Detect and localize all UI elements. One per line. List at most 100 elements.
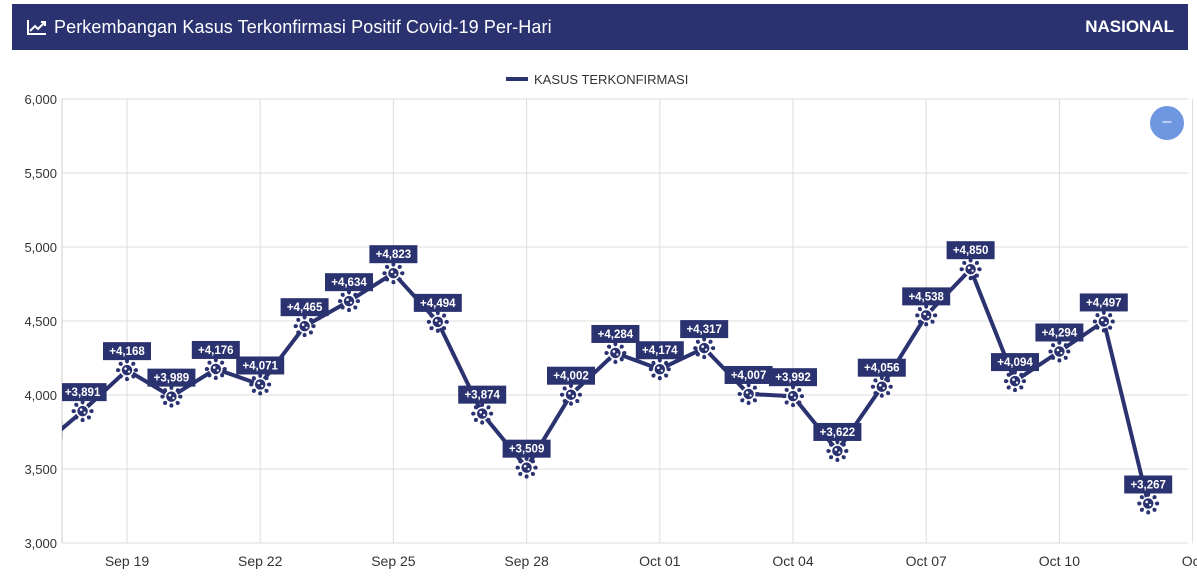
data-label: +4,850 (946, 241, 995, 260)
marker-spike-tip (752, 398, 757, 403)
marker-spike-tip (347, 308, 351, 313)
data-point[interactable] (116, 359, 138, 382)
data-label-text: +3,989 (154, 373, 190, 385)
marker-body (786, 389, 800, 403)
x-tick-label: Sep 19 (105, 553, 150, 569)
data-point[interactable] (382, 262, 405, 285)
data-point[interactable] (1092, 310, 1115, 333)
marker-spike-tip (711, 346, 716, 351)
marker-dot (571, 395, 575, 398)
data-label-box (236, 356, 285, 375)
zoom-out-icon: – (1162, 113, 1172, 130)
data-point[interactable] (71, 400, 94, 423)
marker-spike-tip (338, 299, 342, 304)
data-point[interactable] (1048, 340, 1071, 363)
marker-spike-tip (1006, 385, 1011, 390)
data-label: +4,538 (902, 287, 951, 306)
data-label-text: +4,284 (598, 329, 634, 341)
data-point[interactable] (471, 402, 494, 425)
data-point[interactable] (870, 375, 893, 398)
data-label-text: +4,168 (109, 346, 145, 358)
marker-spike-tip (1139, 495, 1144, 500)
data-label: +4,823 (369, 245, 418, 264)
marker-body (342, 294, 356, 308)
marker-spike-tip (267, 382, 272, 387)
data-label-text: +3,622 (820, 427, 856, 439)
y-tick-label: 3,000 (24, 536, 57, 551)
marker-spike-tip (664, 373, 669, 378)
data-point[interactable] (826, 439, 849, 462)
data-label-text: +4,850 (953, 245, 989, 257)
data-point[interactable] (782, 385, 804, 408)
marker-spike-tip (740, 385, 745, 390)
data-point[interactable] (515, 456, 538, 479)
marker-spike-tip (930, 307, 935, 312)
data-label-box (502, 439, 551, 458)
data-label: +3,992 (769, 368, 817, 387)
marker-spike-tip (530, 459, 535, 464)
data-point[interactable] (1137, 492, 1160, 515)
data-point[interactable] (1004, 370, 1026, 393)
marker-spike-tip (746, 400, 751, 405)
data-label: +3,509 (502, 439, 551, 458)
marker-spike-tip (829, 455, 834, 460)
marker-spike-tip (752, 385, 757, 390)
data-label: +4,176 (191, 340, 240, 359)
marker-spike-tip (841, 455, 846, 460)
marker-dot (483, 414, 486, 417)
marker-spike-tip (311, 324, 316, 329)
marker-spike-tip (518, 472, 523, 477)
data-label-text: +3,891 (65, 387, 101, 399)
data-point[interactable] (293, 315, 316, 338)
marker-spike-tip (695, 339, 700, 344)
data-label-text: +4,294 (1042, 327, 1078, 339)
data-point[interactable] (204, 357, 227, 380)
marker-spike-tip (340, 292, 345, 297)
data-point[interactable] (426, 310, 449, 333)
marker-body (697, 341, 711, 355)
data-point[interactable] (560, 383, 582, 406)
data-label-text: +3,635 (20, 425, 56, 437)
data-point[interactable] (693, 337, 716, 360)
marker-dot (127, 370, 131, 373)
marker-dot (1149, 503, 1152, 507)
data-label: +3,989 (147, 368, 196, 387)
data-point[interactable] (648, 358, 671, 381)
y-tick-label: 5,500 (24, 166, 57, 181)
data-point[interactable] (959, 258, 982, 281)
marker-body (608, 346, 623, 360)
data-label-box (902, 287, 951, 306)
marker-spike (38, 449, 44, 455)
marker-spike-tip (382, 271, 387, 276)
series-line (62, 267, 1151, 504)
marker-spike-tip (353, 292, 358, 297)
data-point[interactable] (604, 341, 627, 364)
marker-body (75, 404, 90, 418)
zoom-out-button[interactable]: – (1150, 106, 1184, 140)
data-point[interactable] (27, 438, 49, 460)
x-tick-label: Oct 04 (772, 553, 813, 569)
marker-spike-tip (426, 319, 431, 324)
data-point[interactable] (249, 373, 272, 396)
marker-spike-tip (562, 399, 567, 404)
marker-spike-tip (835, 457, 840, 462)
x-tick-label: Oct 10 (1039, 553, 1080, 569)
marker-spike-tip (651, 360, 656, 365)
marker-spike-tip (131, 374, 136, 379)
data-label-text: +4,094 (997, 357, 1033, 369)
data-label-text: +3,874 (464, 390, 500, 402)
data-point[interactable] (737, 382, 760, 405)
data-point[interactable] (915, 304, 938, 327)
data-point[interactable] (338, 290, 360, 313)
marker-spike-tip (296, 317, 301, 322)
marker-body (519, 460, 534, 475)
marker-spike-tip (160, 394, 165, 399)
data-label-box (547, 366, 595, 385)
marker-spike-tip (1051, 355, 1056, 360)
marker-spike-tip (30, 453, 34, 457)
marker-body (919, 308, 933, 323)
marker-spike-tip (533, 465, 538, 470)
data-point[interactable] (160, 385, 183, 408)
marker-spike-tip (1063, 355, 1068, 360)
